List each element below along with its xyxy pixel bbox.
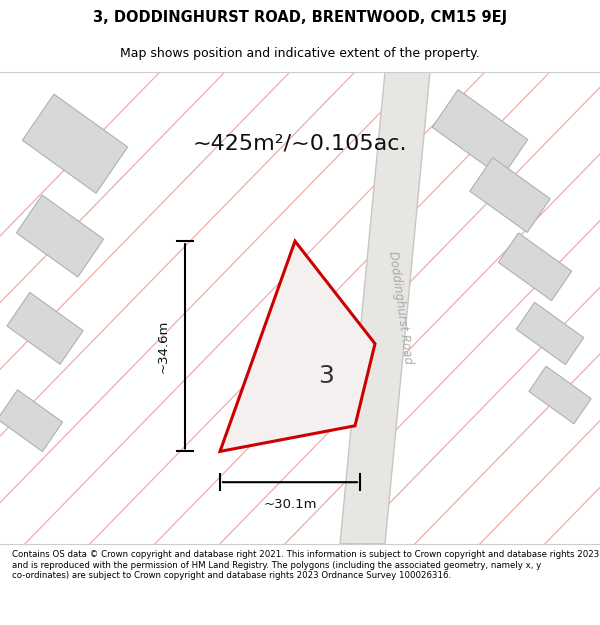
Text: ~34.6m: ~34.6m: [157, 319, 170, 373]
Polygon shape: [529, 366, 591, 424]
Text: Map shows position and indicative extent of the property.: Map shows position and indicative extent…: [120, 48, 480, 61]
Text: ~425m²/~0.105ac.: ~425m²/~0.105ac.: [193, 134, 407, 154]
Polygon shape: [516, 302, 584, 364]
Polygon shape: [22, 94, 128, 193]
Text: 3, DODDINGHURST ROAD, BRENTWOOD, CM15 9EJ: 3, DODDINGHURST ROAD, BRENTWOOD, CM15 9E…: [93, 11, 507, 26]
Polygon shape: [470, 158, 550, 232]
Polygon shape: [340, 72, 430, 544]
Polygon shape: [16, 195, 104, 277]
Text: Doddinghurst Road: Doddinghurst Road: [386, 251, 415, 365]
Text: Contains OS data © Crown copyright and database right 2021. This information is : Contains OS data © Crown copyright and d…: [12, 550, 599, 580]
Polygon shape: [432, 89, 528, 177]
Text: 3: 3: [319, 364, 334, 388]
Polygon shape: [220, 241, 375, 451]
Polygon shape: [499, 233, 572, 301]
Polygon shape: [7, 292, 83, 364]
Polygon shape: [0, 390, 62, 451]
Text: ~30.1m: ~30.1m: [263, 498, 317, 511]
